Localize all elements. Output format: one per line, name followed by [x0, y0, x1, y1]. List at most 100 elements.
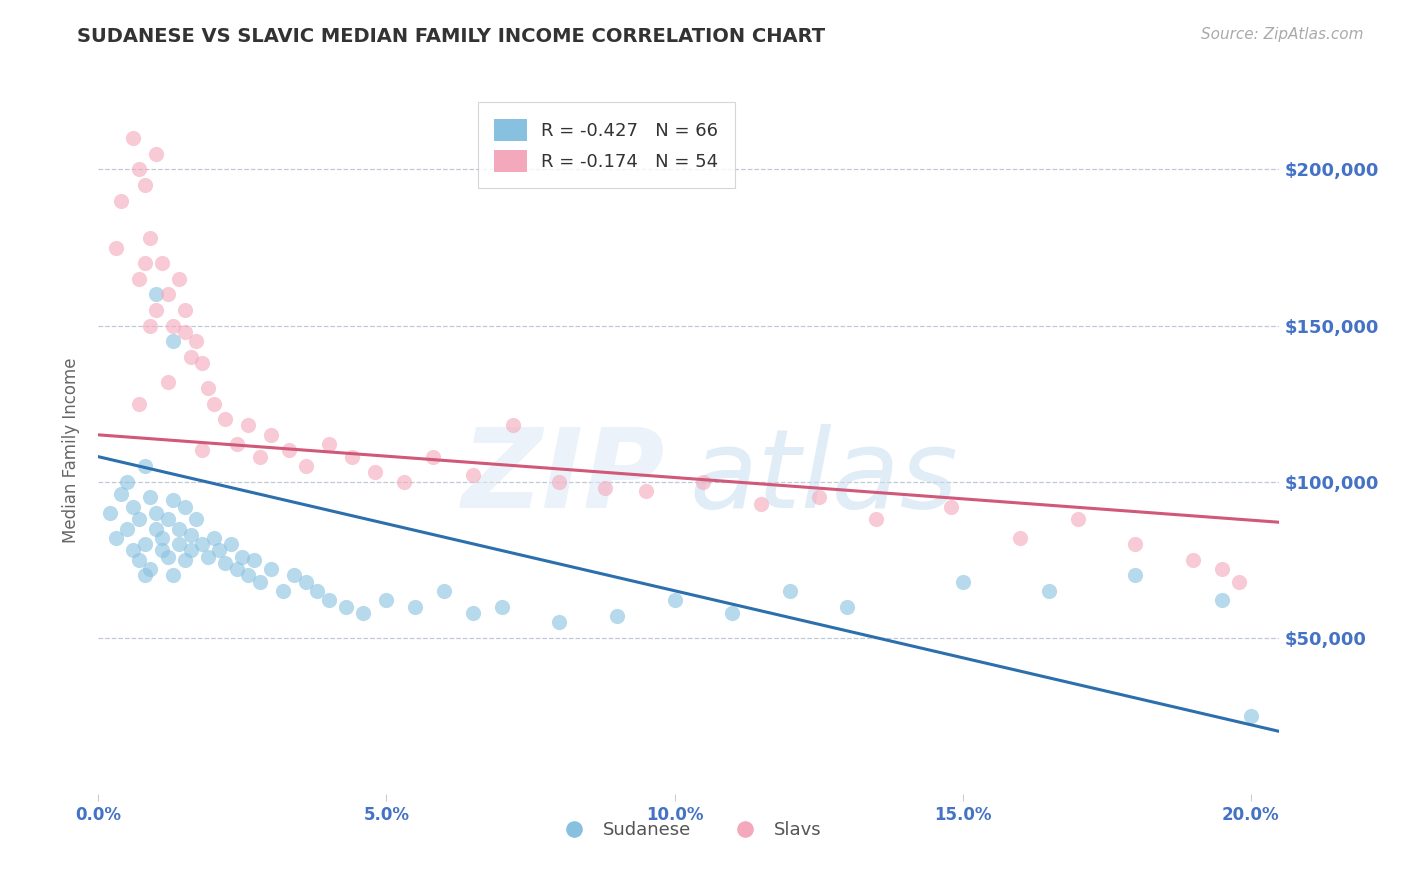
- Point: [277, 443, 299, 458]
- Point: [180, 350, 202, 364]
- Point: [225, 437, 247, 451]
- Point: [145, 287, 167, 301]
- Point: [150, 531, 173, 545]
- Point: [115, 84, 138, 98]
- Point: [191, 537, 214, 551]
- Point: [238, 418, 260, 433]
- Point: [392, 475, 415, 489]
- Point: [634, 483, 657, 498]
- Point: [128, 512, 150, 526]
- Point: [260, 562, 283, 576]
- Point: [404, 599, 426, 614]
- Point: [807, 490, 830, 504]
- Point: [186, 512, 208, 526]
- Point: [260, 427, 283, 442]
- Text: Source: ZipAtlas.com: Source: ZipAtlas.com: [1201, 27, 1364, 42]
- Point: [749, 496, 772, 510]
- Point: [865, 512, 887, 526]
- Point: [167, 537, 190, 551]
- Point: [197, 549, 219, 564]
- Y-axis label: Median Family Income: Median Family Income: [62, 358, 80, 543]
- Point: [225, 562, 247, 576]
- Point: [271, 583, 294, 598]
- Point: [1038, 583, 1060, 598]
- Point: [128, 271, 150, 285]
- Point: [249, 574, 271, 589]
- Point: [162, 318, 184, 333]
- Point: [335, 599, 357, 614]
- Point: [548, 475, 571, 489]
- Point: [295, 574, 318, 589]
- Point: [156, 287, 179, 301]
- Text: ZIP: ZIP: [461, 425, 665, 532]
- Point: [295, 458, 318, 473]
- Point: [1182, 552, 1205, 567]
- Point: [134, 458, 156, 473]
- Point: [249, 450, 271, 464]
- Point: [352, 606, 374, 620]
- Point: [122, 543, 145, 558]
- Point: [1227, 574, 1250, 589]
- Point: [779, 583, 801, 598]
- Point: [110, 194, 132, 208]
- Point: [115, 475, 138, 489]
- Point: [180, 543, 202, 558]
- Text: atlas: atlas: [689, 425, 957, 532]
- Point: [122, 131, 145, 145]
- Point: [150, 256, 173, 270]
- Point: [156, 549, 179, 564]
- Point: [162, 493, 184, 508]
- Point: [364, 466, 387, 480]
- Point: [307, 583, 329, 598]
- Point: [202, 531, 225, 545]
- Point: [502, 418, 524, 433]
- Point: [128, 552, 150, 567]
- Point: [167, 521, 190, 535]
- Text: SUDANESE VS SLAVIC MEDIAN FAMILY INCOME CORRELATION CHART: SUDANESE VS SLAVIC MEDIAN FAMILY INCOME …: [77, 27, 825, 45]
- Point: [139, 231, 162, 245]
- Point: [491, 599, 513, 614]
- Point: [1240, 708, 1263, 723]
- Point: [433, 583, 456, 598]
- Point: [122, 500, 145, 514]
- Point: [134, 568, 156, 582]
- Point: [139, 490, 162, 504]
- Point: [375, 593, 398, 607]
- Point: [1125, 537, 1147, 551]
- Point: [156, 512, 179, 526]
- Point: [1211, 593, 1233, 607]
- Point: [145, 521, 167, 535]
- Point: [167, 271, 190, 285]
- Point: [134, 178, 156, 192]
- Point: [104, 531, 127, 545]
- Point: [283, 568, 305, 582]
- Point: [692, 475, 714, 489]
- Point: [145, 303, 167, 318]
- Point: [238, 568, 260, 582]
- Point: [128, 396, 150, 410]
- Point: [139, 562, 162, 576]
- Point: [318, 437, 340, 451]
- Point: [461, 468, 484, 483]
- Point: [219, 537, 242, 551]
- Point: [214, 412, 236, 426]
- Point: [162, 568, 184, 582]
- Point: [1067, 512, 1090, 526]
- Point: [110, 487, 132, 501]
- Point: [162, 334, 184, 348]
- Point: [173, 552, 195, 567]
- Point: [837, 599, 859, 614]
- Point: [139, 318, 162, 333]
- Point: [145, 146, 167, 161]
- Point: [191, 356, 214, 370]
- Point: [156, 375, 179, 389]
- Point: [208, 543, 231, 558]
- Point: [173, 500, 195, 514]
- Point: [191, 443, 214, 458]
- Point: [128, 162, 150, 177]
- Point: [461, 606, 484, 620]
- Point: [134, 537, 156, 551]
- Point: [340, 450, 363, 464]
- Point: [1010, 531, 1032, 545]
- Point: [939, 500, 962, 514]
